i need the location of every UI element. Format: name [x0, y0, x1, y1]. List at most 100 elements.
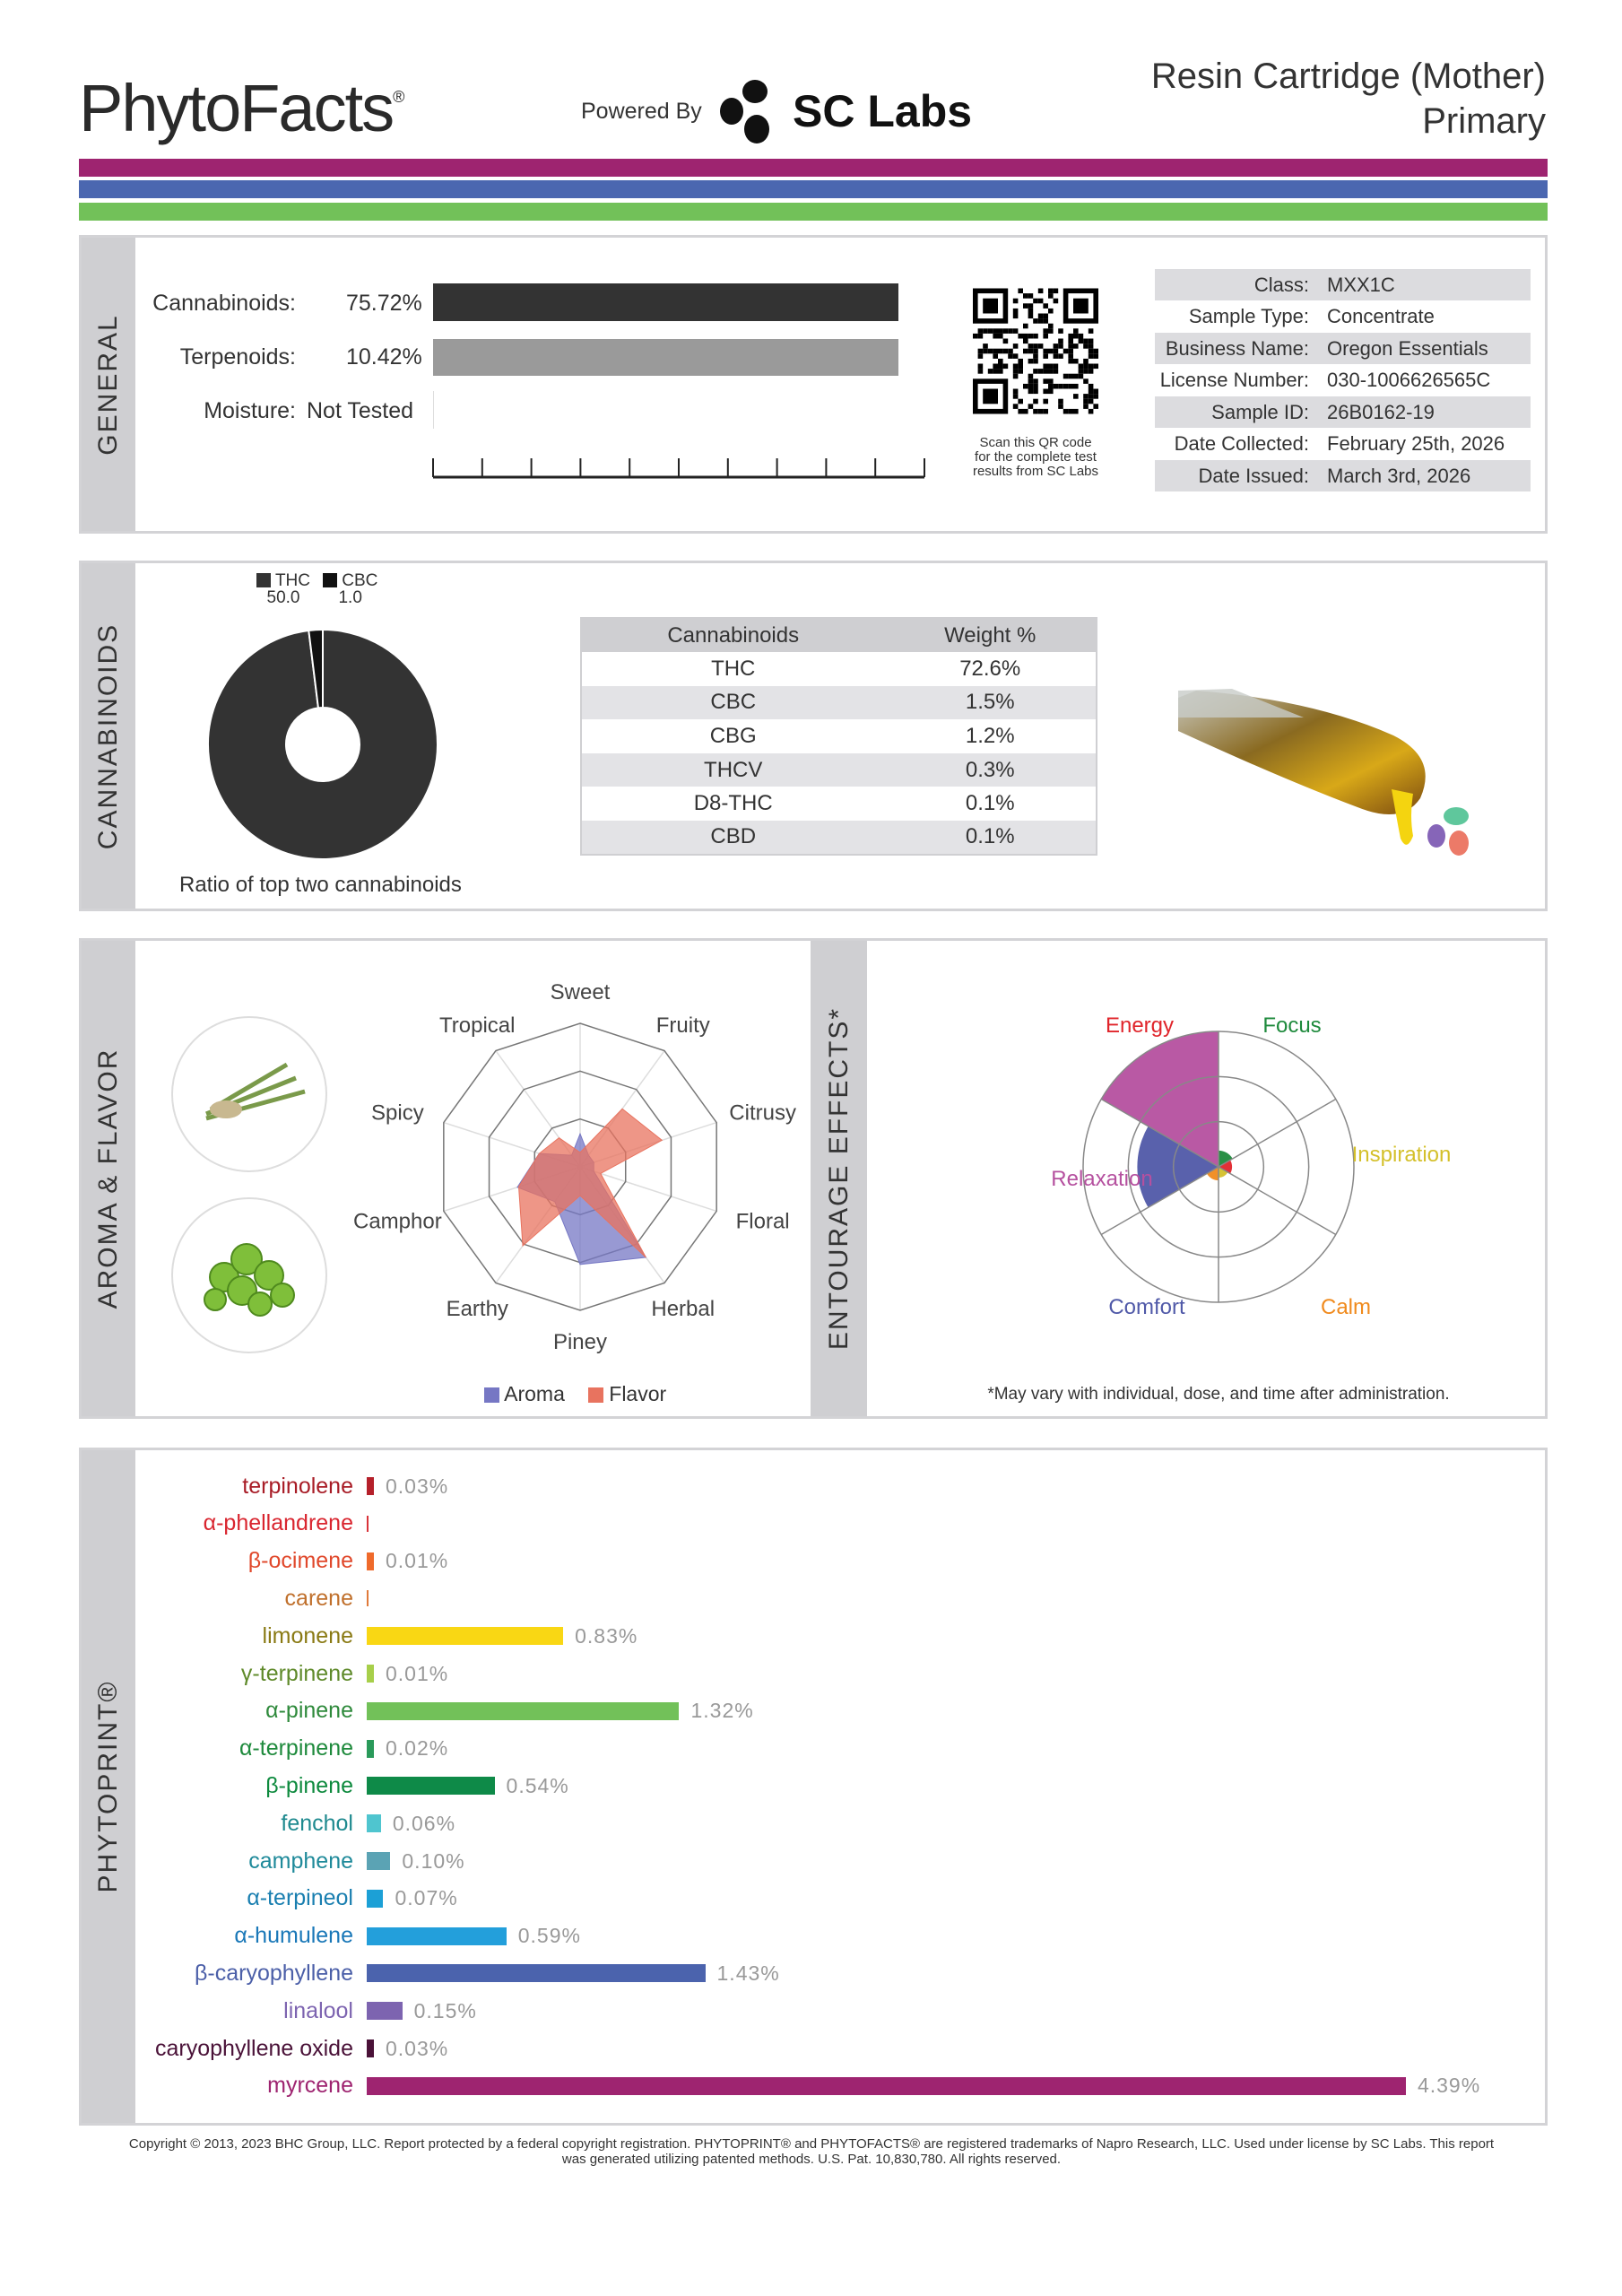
terpene-bar	[367, 1926, 507, 1945]
terpene-bar	[367, 1889, 384, 1908]
terpene-bar	[367, 1477, 374, 1495]
section-label: GENERAL	[93, 313, 123, 456]
table-row: CBG 1.2%	[581, 719, 1097, 753]
effect-label-comfort: Comfort	[1108, 1295, 1185, 1319]
cannabinoids-label: Cannabinoids:	[152, 291, 296, 316]
radar-series-flavor	[518, 1108, 664, 1258]
info-value: March 3rd, 2026	[1327, 464, 1471, 487]
terpene-percent: 4.39%	[1417, 2074, 1481, 2098]
sc-labs-logo: SC Labs	[717, 79, 972, 144]
terpene-bar	[367, 1627, 564, 1646]
terpene-bar	[367, 1814, 381, 1833]
donut-slice-cbc	[308, 628, 324, 709]
info-value: 030-1006626565C	[1327, 369, 1491, 391]
terpene-bar	[367, 2076, 1406, 2095]
section-label: PHYTOPRINT®	[93, 1680, 123, 1893]
radar-axis-label: Herbal	[651, 1297, 715, 1321]
radar-axis-label: Piney	[553, 1330, 607, 1354]
effect-label-focus: Focus	[1262, 1013, 1321, 1038]
terpene-percent: 0.03%	[386, 1474, 449, 1498]
info-key: Date Collected:	[1174, 432, 1309, 455]
terpene-name: α-humulene	[234, 1923, 353, 1949]
terpene-bar	[367, 2002, 403, 2021]
copyright-footer: Copyright © 2013, 2023 BHC Group, LLC. R…	[128, 2136, 1495, 2167]
section-label: ENTOURAGE EFFECTS*	[824, 1006, 854, 1351]
terpene-row: β-caryophyllene 1.43%	[134, 1955, 780, 1991]
terpene-row: linalool 0.15%	[134, 1993, 477, 2029]
terpene-row: myrcene 4.39%	[134, 2068, 1480, 2104]
radar-axis-label: Spicy	[371, 1101, 424, 1126]
effect-label-inspiration: Inspiration	[1352, 1143, 1452, 1167]
terpene-bar	[367, 1665, 374, 1683]
info-value: Oregon Essentials	[1327, 336, 1488, 360]
terpene-name: camphene	[248, 1848, 353, 1874]
terpene-percent: 0.06%	[392, 1811, 456, 1835]
radar-axis-label: Camphor	[353, 1209, 442, 1233]
radar-axis-label: Citrusy	[729, 1101, 796, 1126]
terpene-row: γ-terpinene 0.01%	[134, 1656, 448, 1692]
effect-sector-energy	[1219, 1160, 1233, 1174]
terpene-bar	[367, 1739, 374, 1758]
terpene-percent: 0.54%	[506, 1773, 569, 1797]
terpene-name: fenchol	[281, 1810, 353, 1836]
weight-cell: 72.6%	[959, 656, 1021, 681]
cannabinoid-cell: CBC	[581, 685, 885, 720]
terpene-name: α-phellandrene	[203, 1510, 353, 1536]
radar-axis-label: Floral	[736, 1209, 790, 1233]
moisture-value: Not Tested	[307, 398, 414, 423]
info-key: Sample ID:	[1211, 400, 1309, 423]
terpene-bar	[367, 1590, 369, 1607]
cannabinoids-bar	[433, 283, 898, 321]
terpene-row: limonene 0.83%	[134, 1618, 638, 1654]
terpene-percent: 0.07%	[395, 1886, 458, 1910]
terpene-row: α-humulene 0.59%	[134, 1918, 581, 1954]
terpene-row: β-ocimene 0.01%	[134, 1544, 448, 1579]
table-row: D8-THC 0.1%	[581, 787, 1097, 821]
phytoprint-panel: PHYTOPRINT®	[79, 1448, 1548, 2126]
stripe-blue	[79, 180, 1548, 198]
effect-sector-calm	[1206, 1167, 1219, 1181]
info-row: Date Issued: March 3rd, 2026	[1155, 460, 1531, 491]
radar-axis-label: Tropical	[439, 1013, 515, 1038]
effect-sector-comfort	[1137, 1126, 1219, 1208]
terpene-row: α-phellandrene	[134, 1506, 380, 1542]
terpene-name: β-pinene	[265, 1772, 353, 1798]
stripe-green	[79, 203, 1548, 221]
powered-by-label: Powered By	[581, 99, 702, 124]
radar-axis-label: Earthy	[447, 1297, 508, 1321]
weight-cell: 0.1%	[965, 791, 1015, 816]
cannabinoid-cell: THC	[711, 656, 756, 681]
info-row: Class: MXX1C	[1155, 269, 1531, 300]
info-value: February 25th, 2026	[1327, 432, 1505, 455]
aroma-effects-panel: AROMA & FLAVOR ENTOURAGE EFFECTS*	[79, 938, 1548, 1419]
hops-image	[171, 1197, 327, 1353]
lemongrass-image	[171, 1016, 327, 1172]
terpene-percent: 0.83%	[575, 1623, 638, 1648]
terpene-percent: 0.15%	[413, 1998, 477, 2022]
terpene-row: caryophyllene oxide 0.03%	[134, 2031, 448, 2066]
scale-axis	[432, 458, 925, 479]
terpene-percent: 1.43%	[716, 1961, 780, 1985]
terpenoids-bar	[433, 339, 898, 376]
legend-aroma: Aroma	[484, 1382, 565, 1406]
stripe-purple	[79, 159, 1548, 177]
radar-grid-ring	[443, 1022, 717, 1311]
info-row: Business Name: Oregon Essentials	[1155, 333, 1531, 364]
terpene-name: γ-terpinene	[240, 1660, 353, 1686]
terpene-name: α-terpinene	[239, 1735, 353, 1761]
qr-code[interactable]	[973, 288, 1098, 414]
terpene-row: carene	[134, 1580, 380, 1616]
cannabinoids-value: 75.72%	[346, 291, 422, 316]
section-label: CANNABINOIDS	[93, 622, 123, 849]
table-row: CBC 1.5%	[581, 685, 1097, 720]
terpene-name: caryophyllene oxide	[155, 2035, 353, 2061]
terpene-bar	[367, 1701, 680, 1720]
radar-axis-label: Fruity	[656, 1013, 710, 1038]
cannabinoid-cell: D8-THC	[693, 791, 773, 816]
effect-sector-inspiration	[1219, 1167, 1228, 1178]
cannabinoid-cell: CBG	[709, 723, 757, 748]
cannabinoids-table: Cannabinoids Weight % THC 72.6% CBC 1.5% CBG 1…	[580, 617, 1097, 856]
terpene-percent: 0.02%	[386, 1736, 449, 1761]
terpene-bar	[367, 1552, 374, 1570]
radar-legend: Aroma Flavor	[484, 1382, 666, 1406]
